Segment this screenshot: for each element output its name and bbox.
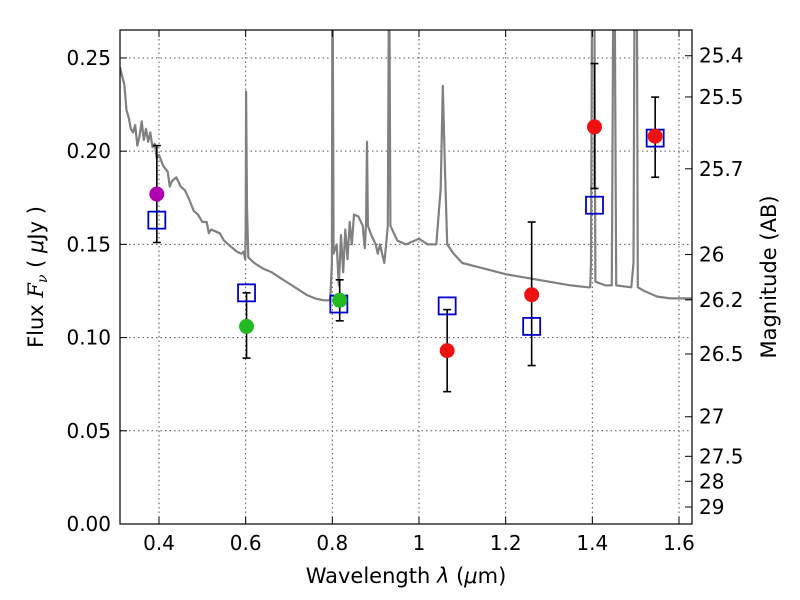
observed-point <box>587 119 602 135</box>
x-tick-label: 1.2 <box>490 531 522 555</box>
x-axis-title: Wavelength λ (μm) <box>306 564 507 588</box>
y-tick-label: 0.15 <box>66 232 111 256</box>
observed-point <box>239 318 255 334</box>
x-tick-label: 1.6 <box>663 531 695 555</box>
y2-tick-label: 27 <box>699 405 724 429</box>
y2-axis-title: Magnitude (AB) <box>757 195 781 358</box>
y-tick-label: 0.20 <box>66 139 111 163</box>
observed-point <box>332 292 348 308</box>
svg-text:Magnitude (AB): Magnitude (AB) <box>757 195 781 358</box>
y2-tick-label: 28 <box>699 469 724 493</box>
model-points-layer <box>147 128 665 336</box>
template-spectrum-layer <box>120 30 692 302</box>
model-point <box>522 316 542 336</box>
y2-tick-label: 25.7 <box>699 157 744 181</box>
y2-tick-label: 26.5 <box>699 342 744 366</box>
observed-point <box>647 128 663 144</box>
y-tick-label: 0.10 <box>66 326 111 350</box>
model-point <box>237 283 256 303</box>
plot-frame <box>119 29 693 525</box>
x-tick-label: 0.8 <box>316 531 348 555</box>
template-spectrum-line <box>120 30 692 302</box>
observed-point <box>524 287 540 303</box>
y-tick-label: 0.05 <box>66 419 111 443</box>
y2-tick-label: 27.5 <box>699 444 744 468</box>
x-tick-label: 1 <box>413 531 426 555</box>
y2-tick-label: 25.5 <box>699 85 744 109</box>
x-tick-label: 0.6 <box>230 531 262 555</box>
observed-points-layer <box>149 119 663 359</box>
y2-tick-label: 26.2 <box>699 288 744 312</box>
y2-tick-label: 26 <box>699 243 724 267</box>
y2-tick-label: 25.4 <box>699 44 744 68</box>
observed-point <box>439 343 455 359</box>
y2-tick-label: 29 <box>699 495 724 519</box>
model-point <box>437 296 457 316</box>
y-axis-title: Flux Fν ( μJy ) <box>24 206 51 348</box>
axis-ticks-layer: 0.4 0.6 0.8 1 1.2 1.4 1.6 0.00 0.05 0.10 0.15 0.20 0… <box>66 30 744 555</box>
model-point <box>585 195 604 215</box>
y-tick-label: 0.00 <box>66 512 111 536</box>
model-point <box>147 210 167 230</box>
x-tick-label: 0.4 <box>143 531 175 555</box>
x-tick-label: 1.4 <box>576 531 608 555</box>
observed-point <box>149 186 165 202</box>
svg-text:Flux Fν ( μJy ): Flux Fν ( μJy ) <box>24 206 51 348</box>
y-tick-label: 0.25 <box>66 46 111 70</box>
errorbar-layer <box>152 62 660 393</box>
